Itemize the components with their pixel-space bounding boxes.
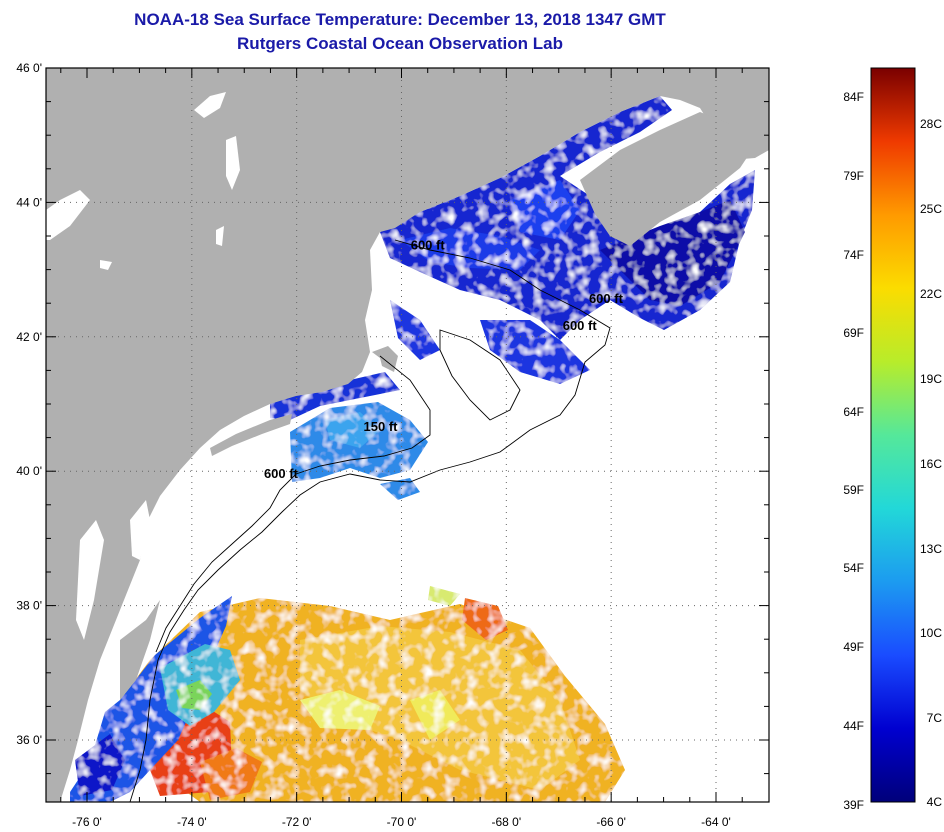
colorbar-label-c: 22C bbox=[920, 287, 942, 301]
lat-tick-label: 38 0' bbox=[16, 599, 42, 613]
colorbar-label-c: 28C bbox=[920, 117, 942, 131]
lat-tick-label: 36 0' bbox=[16, 733, 42, 747]
colorbar-label-f: 44F bbox=[843, 719, 864, 733]
lon-tick-label: -72 0' bbox=[282, 815, 312, 829]
contour-labels: 600 ft 600 ft 600 ft 150 ft 600 ft bbox=[264, 237, 624, 480]
colorbar-label-f: 74F bbox=[843, 248, 864, 262]
lon-tick-label: -68 0' bbox=[492, 815, 522, 829]
gulf-stream-sst bbox=[120, 586, 625, 802]
contour-label: 600 ft bbox=[563, 318, 598, 333]
lat-tick-label: 46 0' bbox=[16, 61, 42, 75]
map-title: NOAA-18 Sea Surface Temperature: Decembe… bbox=[134, 10, 666, 29]
colorbar-label-f: 79F bbox=[843, 169, 864, 183]
inland-water bbox=[46, 92, 240, 640]
colorbar-label-c: 19C bbox=[920, 372, 942, 386]
contour-label: 600 ft bbox=[411, 237, 446, 252]
map-border bbox=[45, 67, 770, 803]
gulf-of-maine-sst bbox=[380, 96, 755, 384]
colorbar-label-f: 84F bbox=[843, 90, 864, 104]
bathymetry-contours bbox=[129, 239, 611, 803]
colorbar-label-f: 49F bbox=[843, 640, 864, 654]
contour-label: 600 ft bbox=[264, 466, 299, 481]
shelf-water-sst bbox=[70, 372, 428, 802]
lon-tick-label: -74 0' bbox=[177, 815, 207, 829]
colorbar-label-f: 69F bbox=[843, 326, 864, 340]
colorbar-label-c: 13C bbox=[920, 542, 942, 556]
colorbar-gradient bbox=[870, 67, 916, 803]
lat-tick-label: 40 0' bbox=[16, 464, 42, 478]
colorbar-label-c: 16C bbox=[920, 457, 942, 471]
colorbar-label-f: 39F bbox=[843, 798, 864, 812]
longitude-axis: -76 0' -74 0' -72 0' -70 0' -68 0' -66 0' -64 … bbox=[60, 68, 743, 829]
lat-tick-label: 44 0' bbox=[16, 195, 42, 209]
colorbar-label-f: 54F bbox=[843, 561, 864, 575]
graticule bbox=[46, 68, 769, 802]
contour-label: 600 ft bbox=[589, 291, 624, 306]
colorbar: 84F 79F 74F 69F 64F 59F 54F 49F 44F 39F 28C 25C 22C… bbox=[843, 67, 942, 812]
lon-tick-label: -64 0' bbox=[701, 815, 731, 829]
latitude-axis: 46 0' 44 0' 42 0' 40 0' 38 0' 36 0' bbox=[16, 61, 769, 775]
colorbar-label-c: 4C bbox=[927, 795, 943, 809]
lon-tick-label: -66 0' bbox=[596, 815, 626, 829]
colorbar-label-f: 59F bbox=[843, 483, 864, 497]
contour-label: 150 ft bbox=[364, 419, 399, 434]
colorbar-label-c: 10C bbox=[920, 626, 942, 640]
land bbox=[46, 68, 769, 802]
lon-tick-label: -76 0' bbox=[72, 815, 102, 829]
lon-tick-label: -70 0' bbox=[387, 815, 417, 829]
lat-tick-label: 42 0' bbox=[16, 330, 42, 344]
colorbar-label-f: 64F bbox=[843, 405, 864, 419]
colorbar-label-c: 25C bbox=[920, 202, 942, 216]
colorbar-label-c: 7C bbox=[927, 711, 943, 725]
colorbar-celsius-labels: 28C 25C 22C 19C 16C 13C 10C 7C 4C bbox=[920, 117, 942, 809]
map-subtitle: Rutgers Coastal Ocean Observation Lab bbox=[237, 34, 563, 53]
colorbar-fahrenheit-labels: 84F 79F 74F 69F 64F 59F 54F 49F 44F 39F bbox=[843, 90, 864, 812]
